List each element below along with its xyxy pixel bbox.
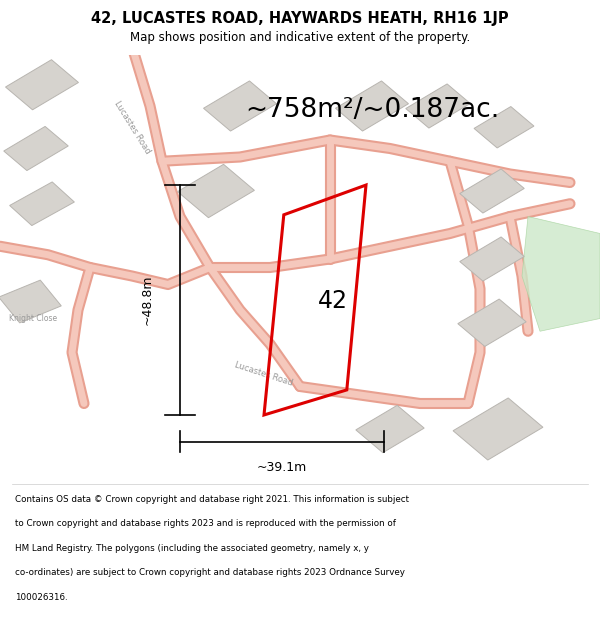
Polygon shape [4,126,68,171]
Text: 42, LUCASTES ROAD, HAYWARDS HEATH, RH16 1JP: 42, LUCASTES ROAD, HAYWARDS HEATH, RH16 … [91,11,509,26]
Text: to Crown copyright and database rights 2023 and is reproduced with the permissio: to Crown copyright and database rights 2… [15,519,396,528]
Text: ~48.8m: ~48.8m [140,275,154,325]
Polygon shape [0,280,61,323]
Polygon shape [356,405,424,452]
Text: Lucastes Road: Lucastes Road [234,360,294,388]
Text: 100026316.: 100026316. [15,593,68,602]
Text: Lucastes Road: Lucastes Road [112,99,152,156]
Polygon shape [5,60,79,110]
Polygon shape [474,106,534,148]
Text: HM Land Registry. The polygons (including the associated geometry, namely x, y: HM Land Registry. The polygons (includin… [15,544,369,552]
Text: ~758m²/~0.187ac.: ~758m²/~0.187ac. [245,98,499,123]
Text: 42: 42 [318,289,348,313]
Polygon shape [522,216,600,331]
Polygon shape [10,182,74,226]
Text: Contains OS data © Crown copyright and database right 2021. This information is : Contains OS data © Crown copyright and d… [15,494,409,504]
Polygon shape [460,237,524,281]
Polygon shape [460,169,524,213]
Text: co-ordinates) are subject to Crown copyright and database rights 2023 Ordnance S: co-ordinates) are subject to Crown copyr… [15,569,405,578]
Text: Map shows position and indicative extent of the property.: Map shows position and indicative extent… [130,31,470,44]
Polygon shape [178,164,254,217]
Polygon shape [406,84,470,128]
Polygon shape [203,81,277,131]
Text: ~39.1m: ~39.1m [257,461,307,474]
Polygon shape [335,81,409,131]
Polygon shape [458,299,526,346]
Text: Knight Close: Knight Close [9,314,57,323]
Polygon shape [453,398,543,460]
